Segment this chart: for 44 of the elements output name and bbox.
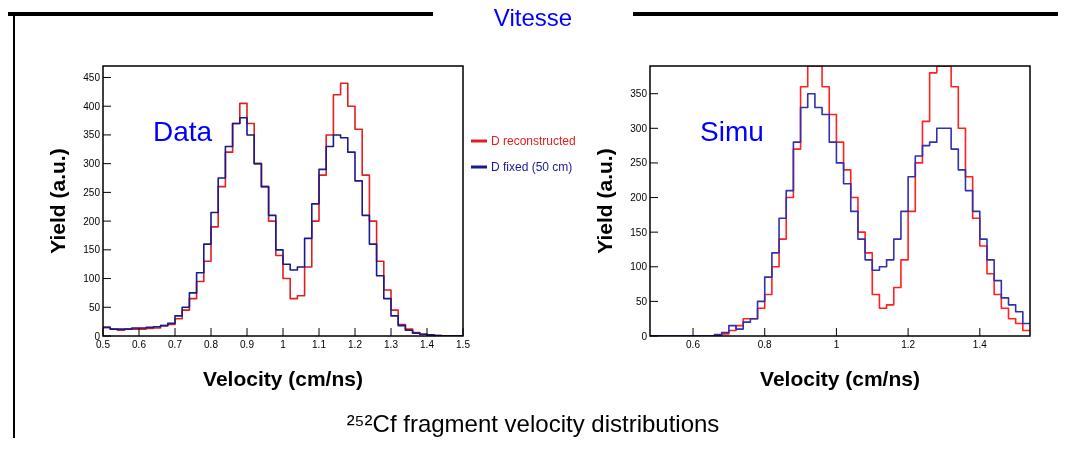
x-tick-label: 1.5: [456, 339, 471, 350]
x-tick-label: 1.1: [312, 339, 327, 350]
y-tick-label: 200: [83, 215, 101, 227]
y-tick-label: 450: [83, 71, 101, 83]
x-tick-label: 0.6: [132, 339, 147, 350]
x-tick-label: 0.9: [240, 339, 255, 350]
x-tick-label: 1: [833, 339, 840, 350]
x-tick-label: 0.6: [686, 339, 701, 350]
x-tick-label: 1.3: [384, 339, 399, 350]
y-tick-label: 0: [94, 330, 101, 342]
y-tick-label: 300: [630, 122, 648, 134]
y-tick-label: 50: [88, 301, 101, 313]
text: Vitesse: [493, 4, 573, 31]
y-axis-title: Yield (a.u.): [593, 148, 616, 254]
legend-label: D reconstructed: [491, 134, 576, 148]
y-tick-label: 250: [83, 186, 101, 198]
y-axis-title: Yield (a.u.): [46, 148, 69, 254]
x-tick-label: 1.4: [972, 339, 988, 350]
x-axis-title: Velocity (cm/ns): [760, 367, 920, 390]
legend-label: D fixed (50 cm): [491, 160, 573, 174]
y-tick-label: 250: [630, 157, 648, 169]
x-tick-label: 1: [280, 339, 287, 350]
y-tick-label: 200: [630, 192, 648, 204]
y-tick-label: 400: [83, 100, 101, 112]
y-tick-label: 350: [83, 129, 101, 141]
y-tick-label: 150: [630, 226, 648, 238]
y-tick-label: 100: [83, 273, 101, 285]
y-tick-label: 50: [635, 295, 648, 307]
annotation: Data: [153, 116, 213, 147]
annotation: Simu: [700, 116, 764, 147]
y-tick-label: 300: [83, 158, 101, 170]
y-tick-label: 350: [630, 88, 648, 100]
x-tick-label: 0.5: [96, 339, 111, 350]
x-tick-label: 1.2: [348, 339, 363, 350]
x-tick-label: 0.8: [204, 339, 219, 350]
text: ²⁵²Cf fragment velocity distributions: [346, 410, 720, 437]
y-tick-label: 0: [641, 330, 648, 342]
x-axis-title: Velocity (cm/ns): [203, 367, 363, 390]
x-tick-label: 1.2: [901, 339, 916, 350]
x-tick-label: 1.4: [420, 339, 435, 350]
x-tick-label: 0.7: [168, 339, 183, 350]
x-tick-label: 0.8: [757, 339, 773, 350]
y-tick-label: 150: [83, 244, 101, 256]
y-tick-label: 100: [630, 261, 648, 273]
